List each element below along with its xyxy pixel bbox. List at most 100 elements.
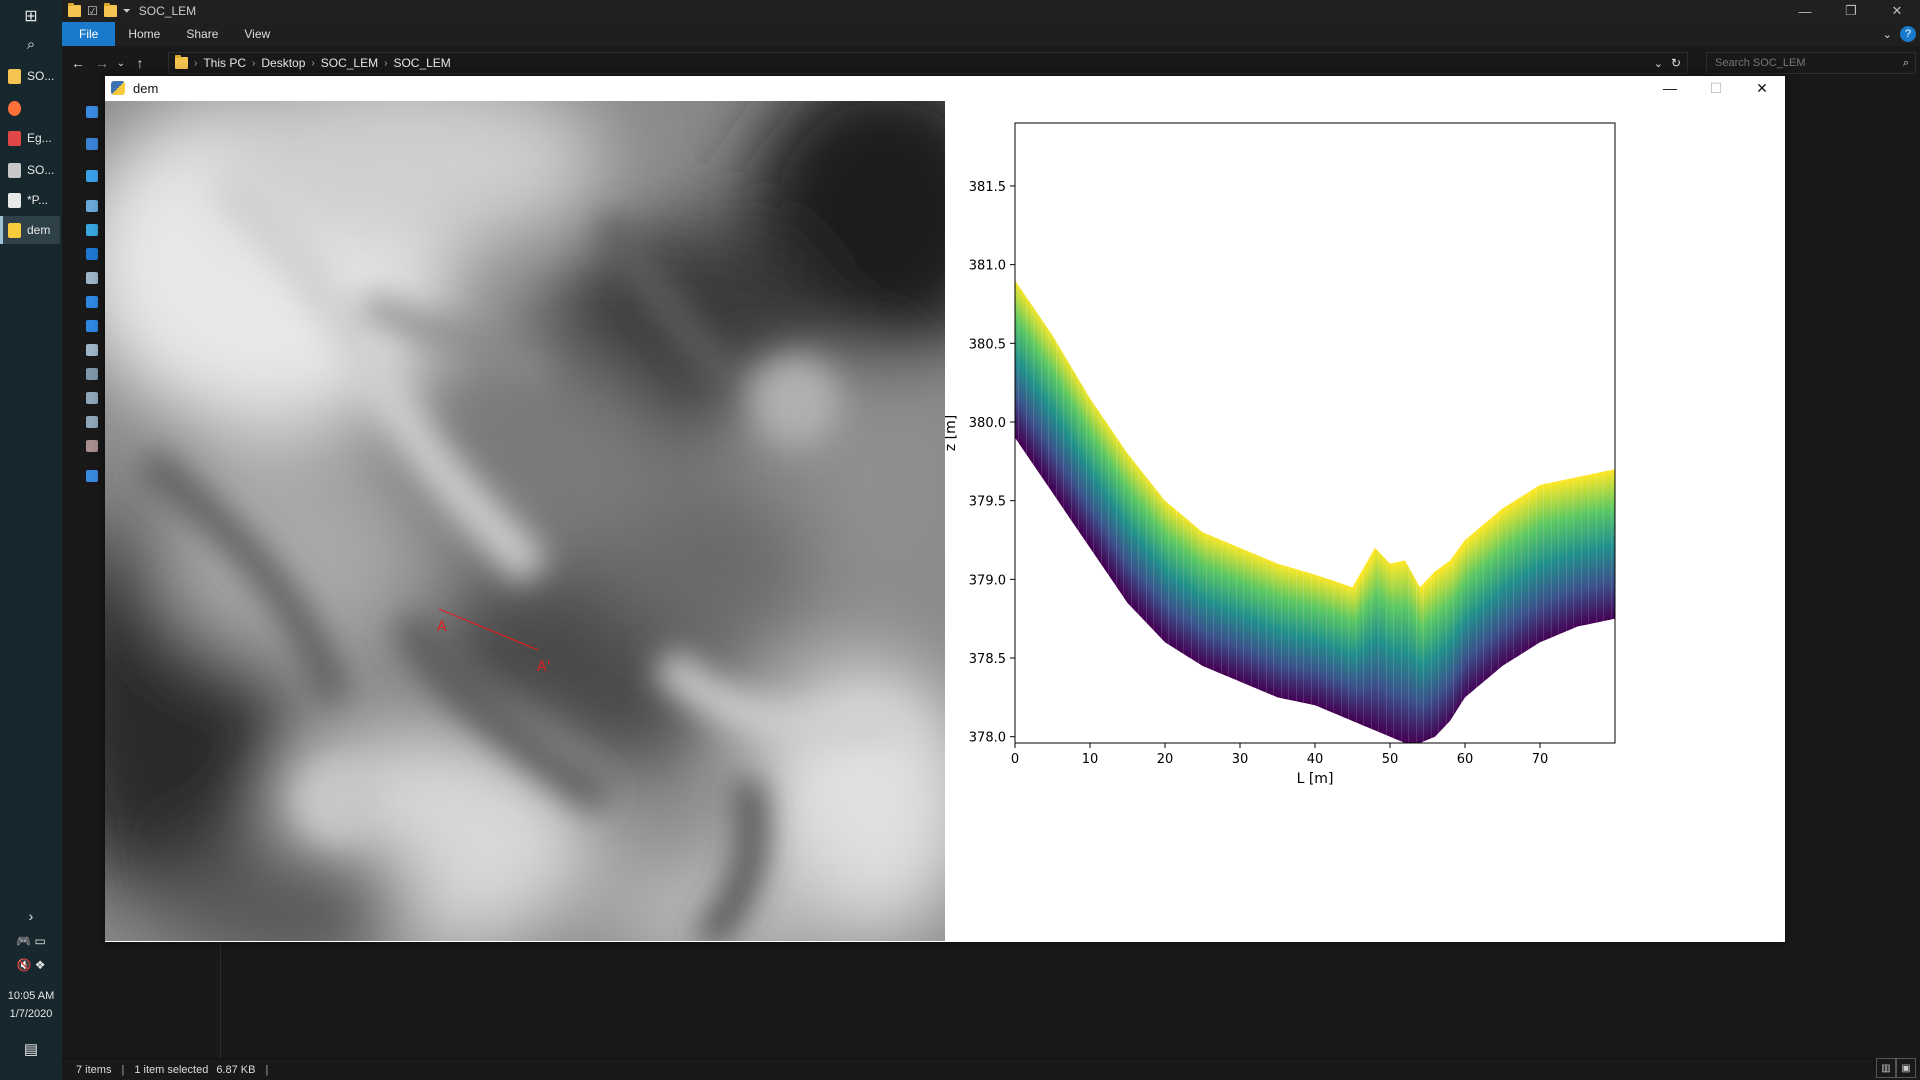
section-start-label: A <box>437 619 447 635</box>
windows-start-icon[interactable]: ⊞ <box>24 8 38 25</box>
back-icon[interactable]: ← <box>71 55 85 71</box>
recent-locations-icon[interactable]: ⌄ <box>116 57 126 69</box>
tray-icons-row1[interactable]: 🎮 ▭ <box>16 934 46 948</box>
y-axis: 378.0 378.5 379.0 379.5 380.0 380.5 381.0 381.5 <box>969 180 1015 746</box>
profile-strip <box>1337 582 1342 717</box>
quick-access-star-icon[interactable] <box>86 106 98 118</box>
figure-titlebar: dem — ☐ ✕ <box>105 76 1785 100</box>
desktop-icon[interactable] <box>86 248 98 260</box>
large-icons-view-icon[interactable]: ▣ <box>1896 1058 1916 1078</box>
profile-strip <box>1131 458 1135 611</box>
clock-date[interactable]: 1/7/2020 <box>9 1008 53 1020</box>
local-disk-icon[interactable] <box>86 392 98 404</box>
tab-view[interactable]: View <box>244 27 271 41</box>
tray-icons-row2[interactable]: 🔇 ❖ <box>16 958 46 972</box>
search-icon: ⌕ <box>1902 56 1909 69</box>
y-tick-label: 379.5 <box>969 495 1006 510</box>
profile-strip <box>1491 514 1495 676</box>
x-axis-label: L [m] <box>1297 771 1334 787</box>
properties-icon[interactable]: ☑ <box>87 4 98 18</box>
breadcrumb-soc-lem[interactable]: SOC_LEM <box>320 56 379 70</box>
search-input[interactable]: Search SOC_LEM ⌕ <box>1706 52 1916 74</box>
new-folder-icon[interactable] <box>103 3 117 17</box>
search-icon[interactable]: ⌕ <box>26 35 36 53</box>
drive-icon[interactable] <box>86 440 98 452</box>
clock-time[interactable]: 10:05 AM <box>7 990 55 1002</box>
profile-strip <box>1266 558 1270 695</box>
y-tick-label: 379.0 <box>969 573 1006 588</box>
y-tick-label: 378.5 <box>969 652 1006 667</box>
action-center-icon[interactable]: ▤ <box>23 1041 39 1058</box>
close-icon[interactable]: ✕ <box>1756 79 1768 96</box>
pdf-icon <box>8 130 21 146</box>
y-axis-label: z [m] <box>945 415 959 451</box>
close-icon[interactable]: ✕ <box>1891 3 1903 18</box>
taskbar-app-pdf[interactable]: Eg... <box>0 124 60 152</box>
profile-strip <box>1603 470 1608 622</box>
profile-strip <box>1063 354 1068 515</box>
breadcrumb-separator: › <box>194 57 198 69</box>
music-icon[interactable] <box>86 320 98 332</box>
minimize-icon[interactable]: — <box>1798 3 1812 19</box>
dem-terrain-detail <box>135 165 909 941</box>
address-bar[interactable]: › This PC › Desktop › SOC_LEM › SOC_LEM … <box>168 52 1688 74</box>
drive-icon[interactable] <box>86 416 98 428</box>
profile-strip <box>1521 494 1525 655</box>
tab-file[interactable]: File <box>62 22 116 46</box>
maximize-icon[interactable]: ☐ <box>1709 79 1723 96</box>
3d-objects-icon[interactable] <box>86 224 98 236</box>
up-icon[interactable]: ↑ <box>136 55 144 71</box>
profile-strip <box>1375 547 1379 732</box>
chevron-right-icon[interactable]: › <box>28 908 34 924</box>
profile-strip <box>1300 570 1304 703</box>
chevron-down-icon[interactable]: ⌄ <box>1882 28 1892 41</box>
customize-quick-access-icon[interactable]: ⏷ <box>122 5 131 17</box>
taskbar-app-explorer[interactable]: SO... <box>0 62 60 90</box>
profile-strip <box>1183 516 1188 657</box>
profile-strip <box>1236 546 1240 682</box>
downloads-icon[interactable] <box>86 296 98 308</box>
tab-share[interactable]: Share <box>186 27 219 41</box>
profile-strip <box>1348 585 1353 721</box>
details-view-icon[interactable]: ▥ <box>1876 1058 1896 1078</box>
this-pc-icon[interactable] <box>86 200 98 212</box>
profile-strip <box>1255 554 1259 690</box>
restore-icon[interactable]: ❐ <box>1845 3 1857 18</box>
forward-icon[interactable]: → <box>95 55 109 71</box>
status-divider: | <box>121 1063 125 1076</box>
videos-icon[interactable] <box>86 368 98 380</box>
breadcrumb-desktop[interactable]: Desktop <box>261 56 306 70</box>
pictures-icon[interactable] <box>86 344 98 356</box>
firefox-icon <box>8 100 21 116</box>
dropbox-icon[interactable] <box>86 138 98 150</box>
profile-strip <box>1585 474 1589 625</box>
minimize-icon[interactable]: — <box>1663 80 1677 96</box>
window-title: SOC_LEM <box>138 4 197 18</box>
onedrive-icon[interactable] <box>86 170 98 182</box>
help-icon[interactable]: ? <box>1900 26 1916 42</box>
network-icon[interactable] <box>86 470 98 482</box>
folder-icon <box>175 55 188 69</box>
profile-strip <box>1116 436 1120 592</box>
profile-strip <box>1202 532 1207 668</box>
refresh-icon[interactable]: ↻ <box>1670 56 1681 70</box>
dem-image[interactable]: A A' <box>105 101 945 941</box>
profile-strip <box>1581 475 1585 626</box>
navigation-pane <box>62 78 102 1058</box>
profile-strip <box>1600 471 1604 622</box>
breadcrumb-soc-lem-current[interactable]: SOC_LEM <box>393 56 451 70</box>
profile-strip <box>1461 540 1465 704</box>
profile-strip <box>1108 425 1113 581</box>
profile-strip <box>1397 561 1402 742</box>
profile-strip <box>1015 280 1019 444</box>
breadcrumb-this-pc[interactable]: This PC <box>203 56 247 70</box>
tab-home[interactable]: Home <box>128 27 161 41</box>
taskbar-app-python-editor[interactable]: *P... <box>0 186 60 214</box>
profile-chart[interactable]: 0 10 20 30 40 50 60 70 378.0 378.5 379.0 379.5 380.… <box>945 101 1785 941</box>
profile-strip <box>1206 533 1210 670</box>
taskbar-app-editor[interactable]: SO... <box>0 156 60 184</box>
taskbar-app-dem[interactable]: dem <box>0 216 60 244</box>
documents-icon[interactable] <box>86 272 98 284</box>
address-dropdown-icon[interactable]: ⌄ <box>1653 57 1663 70</box>
taskbar-app-firefox[interactable] <box>0 94 60 122</box>
